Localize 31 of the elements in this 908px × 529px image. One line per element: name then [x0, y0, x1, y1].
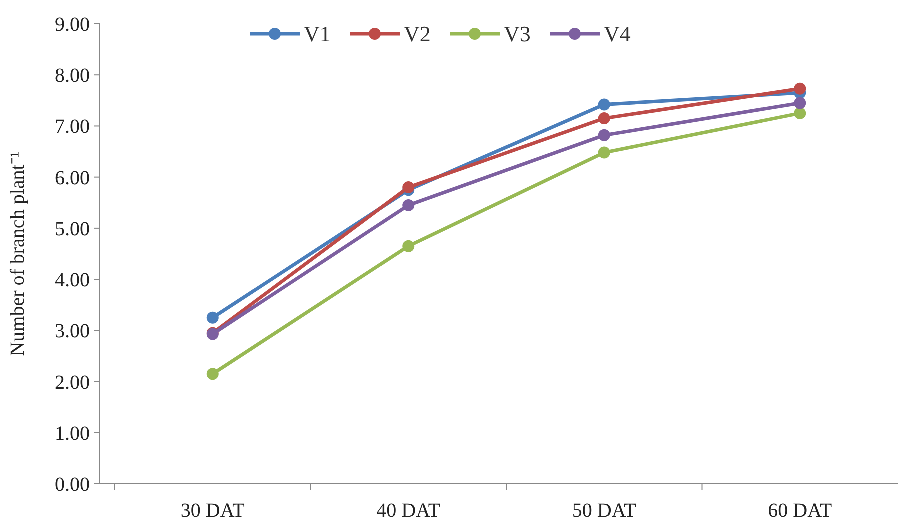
y-tick-label: 7.00	[55, 116, 90, 138]
y-axis-title: Number of branch plant⁻¹	[7, 152, 29, 356]
legend-label: V3	[504, 22, 531, 47]
point	[598, 146, 610, 159]
x-tick-label: 50 DAT	[572, 500, 636, 522]
legend-label: V1	[304, 22, 331, 47]
x-tick-label: 30 DAT	[180, 500, 245, 522]
point	[402, 199, 415, 212]
point	[598, 112, 610, 125]
y-tick-label: 0.00	[55, 474, 90, 496]
y-tick-label: 5.00	[55, 218, 90, 240]
point	[598, 98, 610, 111]
y-tick-label: 2.00	[55, 372, 90, 394]
y-tick-label: 1.00	[55, 422, 90, 445]
point	[402, 240, 415, 252]
point	[206, 368, 219, 380]
y-tick-label: 8.00	[55, 65, 90, 88]
x-tick-label: 40 DAT	[376, 500, 441, 522]
point	[794, 82, 806, 95]
point	[402, 182, 415, 194]
y-tick-label: 3.00	[55, 320, 90, 343]
point	[598, 129, 610, 142]
point	[794, 107, 806, 120]
legend-label: V4	[604, 22, 631, 47]
point	[206, 312, 219, 324]
x-tick-label: 60 DAT	[768, 500, 832, 522]
point	[794, 97, 806, 110]
legend-label: V2	[404, 22, 431, 47]
y-tick-label: 4.00	[55, 270, 90, 292]
y-tick-label: 6.00	[55, 167, 90, 190]
y-tick-label: 9.00	[55, 14, 90, 36]
